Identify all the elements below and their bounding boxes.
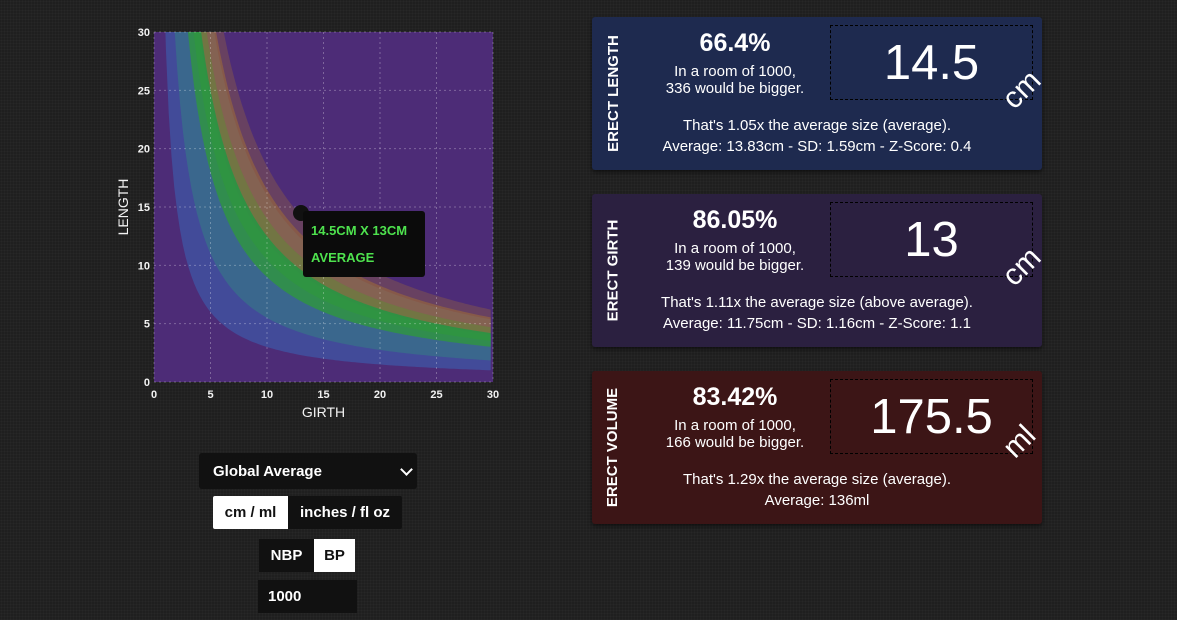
room-size-value: 1000 <box>268 588 302 605</box>
value: 13 <box>904 212 959 267</box>
info-line-2: Average: 11.75cm - SD: 1.16cm - Z-Score:… <box>663 315 971 332</box>
y-tick-label: 30 <box>138 27 150 39</box>
chevron-down-icon <box>400 462 413 476</box>
bp-toggle: NBP BP <box>259 539 355 572</box>
room-line-1: In a room of 1000, <box>674 417 796 434</box>
units-metric-button[interactable]: cm / ml <box>213 496 288 529</box>
x-tick-label: 5 <box>207 389 213 401</box>
percentile: 66.4% <box>699 29 771 57</box>
room-size-input[interactable]: 1000 <box>258 580 357 613</box>
room-text: In a room of 1000, 336 would be bigger. <box>630 63 840 97</box>
info-line-2: Average: 136ml <box>764 492 870 509</box>
x-tick-label: 15 <box>317 389 329 401</box>
value: 175.5 <box>870 389 993 444</box>
percentile: 83.42% <box>692 383 778 411</box>
region-select[interactable]: Global Average <box>199 453 417 489</box>
tooltip-category: AVERAGE <box>311 250 375 265</box>
room-line-2: 139 would be bigger. <box>665 257 805 274</box>
x-tick-label: 0 <box>151 389 157 401</box>
room-line-2: 336 would be bigger. <box>665 80 805 97</box>
room-text: In a room of 1000, 139 would be bigger. <box>630 240 840 274</box>
band-green-1 <box>187 32 491 347</box>
info-line-1: That's 1.29x the average size (average). <box>682 471 951 488</box>
y-tick-label: 0 <box>144 377 150 389</box>
room-line-1: In a room of 1000, <box>674 63 796 80</box>
tooltip-size: 14.5CM X 13CM <box>311 223 408 238</box>
y-axis-title: LENGTH <box>115 179 131 236</box>
chart-canvas: 00 5 5 10 10 15 15 20 20 25 25 30 30 GIRTH LENGTH <box>115 27 499 420</box>
units-imperial-button[interactable]: inches / fl oz <box>288 496 402 529</box>
info-line-2: Average: 13.83cm - SD: 1.59cm - Z-Score:… <box>662 138 972 155</box>
x-tick-label: 25 <box>430 389 442 401</box>
length-card: ERECT LENGTH 66.4% In a room of 1000, 33… <box>592 17 1047 170</box>
y-tick-label: 15 <box>138 202 150 214</box>
x-axis-title: GIRTH <box>302 404 345 420</box>
nbp-button[interactable]: NBP <box>259 539 314 572</box>
girth-card: ERECT GIRTH 86.05% In a room of 1000, 13… <box>592 194 1047 347</box>
y-tick-label: 25 <box>138 85 150 97</box>
size-chart: 0 0 5 5 10 10 15 15 20 20 25 25 30 30 GIRTH LENGTH 14.5… <box>100 22 520 422</box>
x-tick-label: 10 <box>261 389 273 401</box>
y-tick-label: 10 <box>138 260 150 272</box>
x-tick-label: 20 <box>374 389 386 401</box>
info-text: That's 1.05x the average size (average).… <box>592 115 1042 157</box>
value-box: 14.5 <box>830 25 1033 100</box>
value-box: 175.5 <box>830 379 1033 454</box>
info-line-1: That's 1.05x the average size (average). <box>682 117 951 134</box>
y-tick-label: 5 <box>144 319 150 331</box>
bp-button[interactable]: BP <box>314 539 355 572</box>
room-line-2: 166 would be bigger. <box>665 434 805 451</box>
room-text: In a room of 1000, 166 would be bigger. <box>630 417 840 451</box>
info-line-1: That's 1.11x the average size (above ave… <box>661 294 973 311</box>
region-select-value: Global Average <box>213 462 322 480</box>
point-tooltip: 14.5CM X 13CM AVERAGE <box>303 211 425 277</box>
percentile: 86.05% <box>692 206 778 234</box>
info-text: That's 1.29x the average size (average).… <box>592 469 1042 511</box>
x-tick-label: 30 <box>487 389 499 401</box>
info-text: That's 1.11x the average size (above ave… <box>592 292 1042 334</box>
room-line-1: In a room of 1000, <box>674 240 796 257</box>
value: 14.5 <box>883 35 980 90</box>
y-tick-label: 20 <box>138 144 150 156</box>
band-blue <box>174 32 491 361</box>
volume-card: ERECT VOLUME 83.42% In a room of 1000, 1… <box>592 371 1042 524</box>
value-box: 13 <box>830 202 1033 277</box>
units-toggle: cm / ml inches / fl oz <box>213 496 402 529</box>
